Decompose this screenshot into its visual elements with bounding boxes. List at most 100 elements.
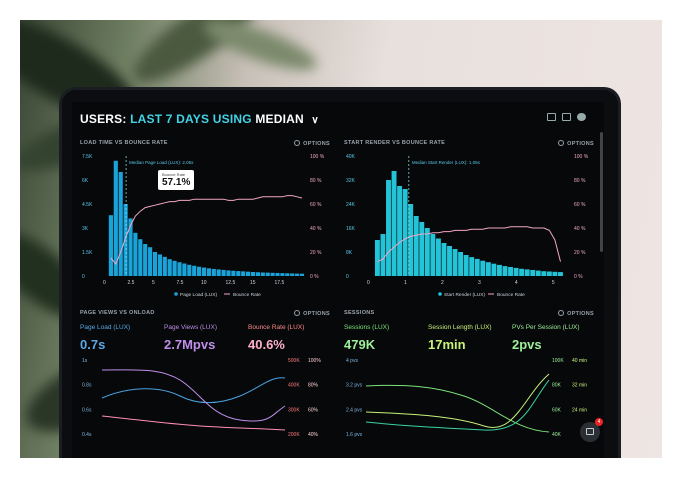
x-tick-label: 17.5	[275, 280, 285, 286]
panel-start-render: START RENDER VS BOUNCE RATE OPTIONS 40K 3…	[344, 140, 594, 308]
histogram-bar	[474, 258, 480, 276]
histogram-bar	[250, 272, 256, 276]
options-button[interactable]: OPTIONS	[294, 140, 330, 147]
title-prefix: USERS:	[80, 112, 127, 126]
metric-bounce-rate[interactable]: Bounce Rate (LUX) 40.6%	[248, 324, 330, 352]
histogram-bar	[524, 269, 530, 276]
histogram-bar	[216, 269, 221, 276]
histogram-bar	[424, 228, 430, 276]
bounce-rate-line	[377, 226, 561, 263]
image-border	[0, 0, 680, 20]
y3-tick-label: 100%	[308, 358, 321, 364]
bounce-tooltip: Bounce Rate 57.1%	[158, 170, 195, 190]
panel-sessions: SESSIONS OPTIONS Sessions (LUX) 479K Ses…	[344, 310, 594, 458]
histogram-bar	[108, 215, 113, 276]
metric-value: 0.7s	[80, 337, 106, 352]
y2-tick-label: 80K	[552, 383, 562, 389]
histogram-bar	[552, 271, 558, 276]
dashboard-title[interactable]: USERS: LAST 7 DAYS USING MEDIAN ∨	[80, 112, 319, 126]
tooltip-value: 57.1%	[162, 177, 191, 188]
options-button[interactable]: OPTIONS	[558, 310, 594, 317]
histogram-bar	[541, 271, 547, 276]
histogram-bar	[177, 262, 182, 276]
y-tick-label: 0	[346, 274, 349, 280]
x-tick-label: 15	[250, 280, 256, 286]
panel-title: START RENDER VS BOUNCE RATE	[344, 140, 446, 146]
options-button[interactable]: OPTIONS	[558, 140, 594, 147]
histogram-bar	[285, 273, 290, 276]
histogram-bar	[413, 216, 419, 276]
help-icon[interactable]	[577, 113, 586, 121]
histogram-bar	[152, 252, 158, 276]
y2-tick-label: 40 %	[310, 226, 322, 232]
histogram-bar	[138, 239, 143, 276]
session-length-line	[365, 373, 550, 429]
histogram-bar	[447, 246, 452, 276]
histogram-bar	[206, 268, 211, 276]
panel-title: SESSIONS	[344, 310, 375, 316]
panel-load-time: LOAD TIME VS BOUNCE RATE OPTIONS 7.5K 6K 4…	[80, 140, 330, 308]
histogram-bar	[480, 260, 486, 276]
y3-tick-label: 60%	[308, 407, 319, 413]
legend-swatch	[438, 292, 442, 296]
metric-sessions[interactable]: Sessions (LUX) 479K	[344, 324, 428, 352]
histogram-bar	[162, 256, 167, 276]
metric-page-views[interactable]: Page Views (LUX) 2.7Mpvs	[164, 324, 248, 352]
metric-pvs-per-session[interactable]: PVs Per Session (LUX) 2pvs	[512, 324, 594, 352]
y2-tick-label: 300K	[288, 407, 300, 413]
histogram-bar	[519, 268, 525, 276]
median-label: Median Start Render (LUX): 1.05s	[412, 160, 481, 165]
y2-tick-label: 60 %	[310, 202, 322, 208]
options-button[interactable]: OPTIONS	[294, 310, 330, 317]
y-tick-label: 0.4s	[82, 432, 92, 438]
panel-title: PAGE VIEWS VS ONLOAD	[80, 310, 155, 316]
y2-tick-label: 40K	[552, 432, 562, 438]
y-tick-label: 0.6s	[82, 407, 92, 413]
histogram-bar	[430, 234, 436, 276]
metric-page-load[interactable]: Page Load (LUX) 0.7s	[80, 324, 164, 352]
x-tick-label: 2	[441, 280, 444, 286]
dashboard-screen: USERS: LAST 7 DAYS USING MEDIAN ∨ LOAD T…	[72, 102, 604, 458]
page-views-chart: 1s 0.8s 0.6s 0.4s 500K 400K 300K 200K 100% 80% 60%…	[82, 358, 321, 438]
x-tick-label: 12.5	[226, 280, 236, 286]
histogram-bar	[469, 257, 475, 276]
y-tick-label: 1s	[82, 358, 88, 364]
y-tick-label: 7.5K	[82, 154, 93, 160]
sessions-line	[365, 384, 550, 433]
histogram-bar	[299, 273, 305, 276]
histogram-bar	[260, 272, 265, 276]
histogram-bar	[295, 273, 300, 276]
histogram-bar	[380, 234, 386, 276]
x-tick-label: 10	[201, 280, 207, 286]
sessions-chart: 4 pvs 3.2 pvs 2.4 pvs 1.6 pvs 100K 80K 60K 40K 4…	[346, 358, 587, 438]
histogram-bar	[290, 273, 295, 276]
image-border	[0, 458, 680, 478]
monitor-icon[interactable]	[547, 113, 556, 121]
image-icon[interactable]	[562, 113, 571, 121]
metric-session-length[interactable]: Session Length (LUX) 17min	[428, 324, 512, 352]
histogram-bar	[508, 267, 513, 276]
panel-page-views: PAGE VIEWS VS ONLOAD OPTIONS Page Load (…	[80, 310, 330, 458]
metric-label: Page Load (LUX)	[80, 324, 131, 331]
chat-button[interactable]: 4	[580, 418, 603, 442]
y2-tick-label: 100K	[552, 358, 564, 364]
histogram-bar	[452, 249, 458, 276]
metric-value: 479K	[344, 337, 376, 352]
scrollbar[interactable]	[600, 132, 603, 252]
y2-tick-label: 60 %	[574, 202, 586, 208]
sessions-metrics: Sessions (LUX) 479K Session Length (LUX)…	[344, 324, 594, 352]
y-tick-label: 16K	[346, 226, 356, 232]
page-views-line	[101, 369, 286, 422]
histogram-bar	[275, 272, 280, 276]
metric-label: PVs Per Session (LUX)	[512, 324, 580, 331]
x-tick-label: 5	[152, 280, 155, 286]
y2-tick-label: 0 %	[574, 274, 583, 280]
legend-label: Bounce Rate	[497, 292, 525, 298]
y2-tick-label: 100 %	[574, 154, 589, 160]
metric-value: 40.6%	[248, 337, 285, 352]
y-tick-label: 3K	[82, 226, 89, 232]
chat-icon	[586, 428, 594, 435]
chevron-down-icon[interactable]: ∨	[311, 115, 319, 126]
bounce-rate-line	[101, 415, 286, 431]
histogram-bar	[546, 271, 552, 276]
